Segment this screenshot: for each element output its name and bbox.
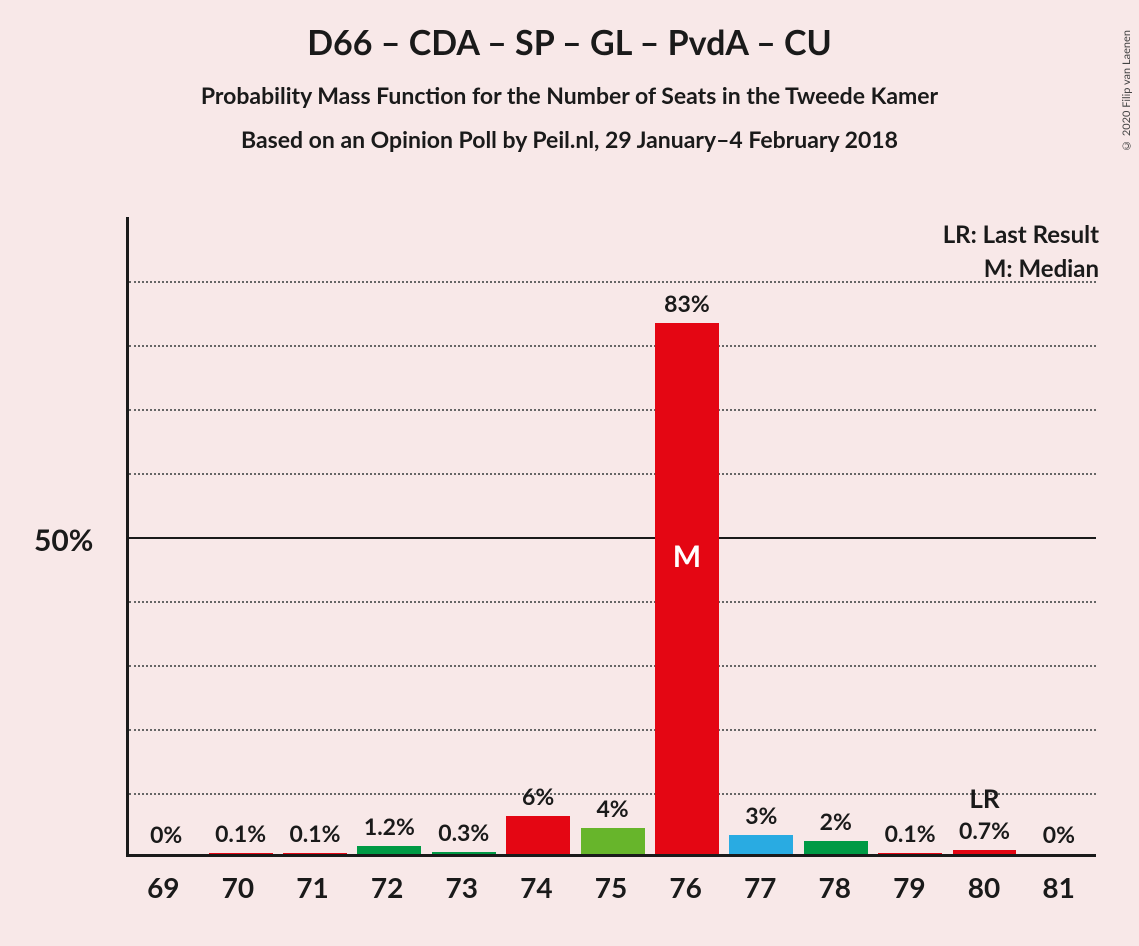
bar-slot: 0.1% [278,217,352,854]
bar-value-label: 6% [501,782,575,810]
y-axis-label: 50% [34,522,93,558]
bar [878,853,942,854]
bar-slot: 0.1% [203,217,277,854]
bar-value-label: 3% [724,801,798,829]
x-tick-label: 74 [499,870,574,904]
bar-value-label: 0.1% [203,819,277,847]
x-tick-label: 72 [350,870,425,904]
bar [283,853,347,854]
bar-value-label: 0.1% [278,819,352,847]
x-tick-label: 73 [424,870,499,904]
bar-value-label: 0% [1022,820,1096,848]
x-tick-label: 78 [797,870,872,904]
x-tick-label: 80 [947,870,1022,904]
bar [804,841,868,854]
x-tick-label: 79 [872,870,947,904]
lr-marker: LR [947,782,1021,814]
bar [581,828,645,854]
bar-value-label: 0.7% [947,816,1021,844]
bar-slot: 83% M [650,217,724,854]
bar-slot: 2% [799,217,873,854]
median-marker: M [650,538,724,574]
x-tick-label: 69 [126,870,201,904]
bar-slot: 1.2% [352,217,426,854]
chart-subtitle-1: Probability Mass Function for the Number… [0,81,1139,109]
x-tick-label: 71 [275,870,350,904]
bar-value-label: 1.2% [352,812,426,840]
bar-value-label: 0% [129,820,203,848]
chart-plot-area: 0%0.1%0.1%1.2%0.3%6%4%83%M3%2%0.1%0.7%LR… [126,217,1096,857]
bar-slot: 6% [501,217,575,854]
bar-slot: 0.1% [873,217,947,854]
x-tick-label: 76 [648,870,723,904]
bar-slot: 3% [724,217,798,854]
bar [209,853,273,854]
bar [953,850,1017,854]
bar-value-label: 4% [575,794,649,822]
bar-slot: 4% [575,217,649,854]
x-tick-label: 81 [1021,870,1096,904]
bar-value-label: 0.3% [427,818,501,846]
bar [432,852,496,854]
x-axis-labels: 69707172737475767778798081 [126,870,1096,904]
bar [729,835,793,854]
chart-title: D66 – CDA – SP – GL – PvdA – CU [0,22,1139,63]
bar-value-label: 0.1% [873,819,947,847]
bar [506,816,570,854]
copyright-text: © 2020 Filip van Laenen [1120,30,1133,152]
bar [357,846,421,854]
bar-value-label: 2% [799,807,873,835]
bar [655,323,719,854]
x-tick-label: 77 [723,870,798,904]
bar-slot: 0.7%LR [947,217,1021,854]
x-tick-label: 75 [574,870,649,904]
bars-container: 0%0.1%0.1%1.2%0.3%6%4%83%M3%2%0.1%0.7%LR… [129,217,1096,854]
x-tick-label: 70 [201,870,276,904]
chart-subtitle-2: Based on an Opinion Poll by Peil.nl, 29 … [0,125,1139,153]
bar-slot: 0.3% [427,217,501,854]
bar-slot: 0% [1022,217,1096,854]
bar-slot: 0% [129,217,203,854]
bar-value-label: 83% [650,289,724,317]
